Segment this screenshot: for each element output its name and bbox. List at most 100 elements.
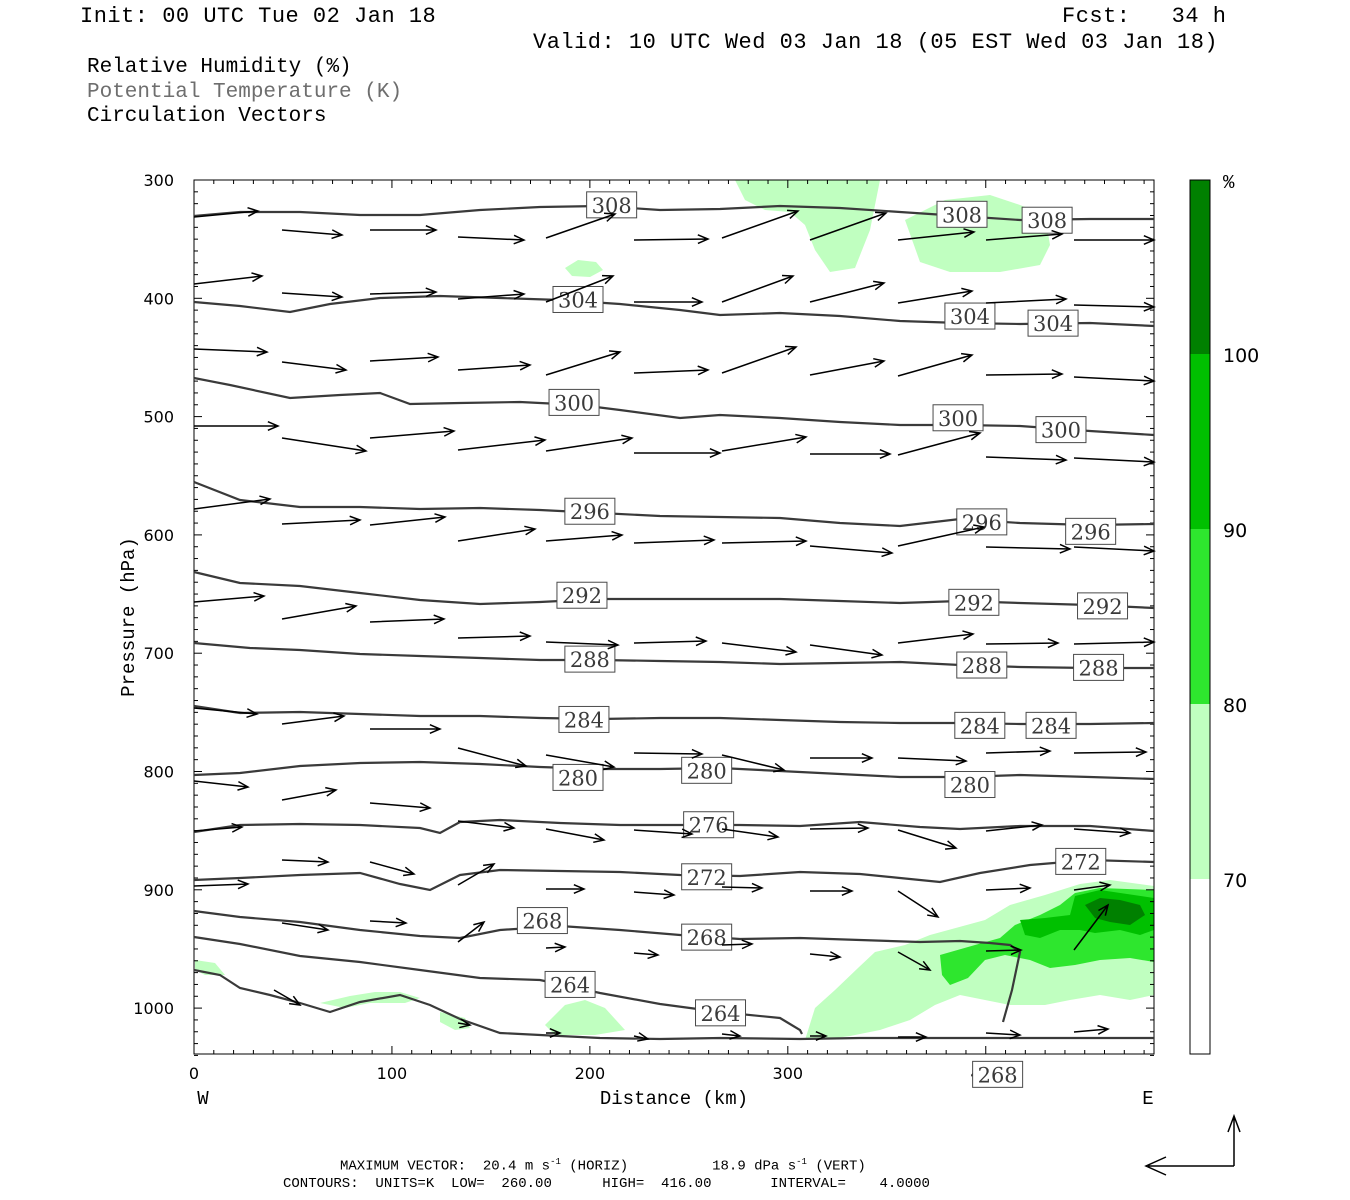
circulation-vector bbox=[193, 822, 244, 833]
contour-label-text: 288 bbox=[570, 648, 610, 672]
contour-label: 288 bbox=[564, 645, 616, 673]
circulation-vector bbox=[633, 636, 708, 647]
y-tick-label: 900 bbox=[143, 881, 174, 900]
circulation-vector bbox=[545, 274, 615, 303]
contour-label-box bbox=[1021, 206, 1073, 234]
circulation-vector bbox=[633, 949, 660, 960]
circulation-vector bbox=[369, 513, 447, 526]
circulation-vector bbox=[634, 297, 704, 307]
contour-label: 292 bbox=[948, 588, 1000, 616]
contour-label: 272 bbox=[1055, 847, 1107, 875]
contour-label: 292 bbox=[556, 581, 608, 609]
contour-label-text: 288 bbox=[1079, 656, 1119, 680]
circulation-vector bbox=[369, 426, 456, 439]
circulation-vector bbox=[721, 828, 780, 841]
circulation-vector bbox=[281, 712, 346, 725]
circulation-vector bbox=[985, 821, 1044, 832]
contour-label-text: 280 bbox=[950, 774, 990, 798]
contour-label: 292 bbox=[1077, 592, 1129, 620]
contour-label-box bbox=[1027, 309, 1079, 337]
max-vector-label: MAXIMUM VECTOR: bbox=[340, 1158, 467, 1175]
contour-label-text: 304 bbox=[1033, 312, 1073, 336]
circulation-vector bbox=[809, 951, 842, 961]
max-vector-horiz: 20.4 m s bbox=[482, 1158, 551, 1175]
circulation-vector bbox=[369, 614, 446, 625]
circulation-vector bbox=[457, 360, 532, 371]
circulation-vector bbox=[281, 602, 358, 620]
colorbar-segment bbox=[1190, 704, 1210, 879]
circulation-vector bbox=[721, 754, 786, 773]
circulation-vector bbox=[193, 495, 272, 510]
y-tick-label: 1000 bbox=[133, 999, 174, 1018]
circulation-vector bbox=[546, 884, 586, 894]
circulation-vector bbox=[985, 369, 1064, 380]
circulation-vector bbox=[897, 829, 958, 850]
circulation-vector bbox=[721, 642, 798, 656]
contour-label-box bbox=[681, 923, 733, 951]
y-tick-label: 300 bbox=[143, 171, 174, 190]
circulation-vector bbox=[545, 212, 617, 239]
circulation-vector bbox=[897, 430, 982, 456]
rh-region bbox=[565, 260, 603, 277]
contour-label-box bbox=[956, 651, 1008, 679]
circulation-vector bbox=[1074, 235, 1156, 245]
circulation-vector bbox=[545, 434, 634, 452]
circulation-vector bbox=[1073, 1024, 1110, 1035]
contour-label-text: 280 bbox=[558, 766, 598, 790]
circulation-vector bbox=[897, 287, 974, 304]
y-tick-label: 400 bbox=[143, 289, 174, 308]
x-tick-label: 100 bbox=[377, 1064, 408, 1083]
contour-label: 288 bbox=[1073, 653, 1125, 681]
y-tick-label: 500 bbox=[143, 408, 174, 427]
contour-label-box bbox=[564, 497, 616, 525]
circulation-vector bbox=[634, 448, 722, 458]
contour-label: 308 bbox=[936, 200, 988, 228]
contour-label: 264 bbox=[544, 970, 596, 998]
circulation-vector bbox=[370, 225, 438, 235]
circulation-vector bbox=[721, 939, 754, 950]
circulation-vector bbox=[457, 525, 537, 542]
contour-label: 300 bbox=[1035, 416, 1087, 444]
rh-colorbar bbox=[1189, 179, 1211, 1055]
circulation-vector bbox=[721, 882, 764, 893]
circulation-vector bbox=[721, 1029, 742, 1040]
contour-label-text: 304 bbox=[950, 305, 990, 329]
circulation-vector bbox=[985, 945, 1023, 956]
circulation-vector bbox=[457, 863, 496, 886]
circulation-vector bbox=[545, 828, 606, 844]
circulation-vector bbox=[545, 639, 620, 650]
circulation-vector bbox=[457, 234, 526, 245]
contour-label: 284 bbox=[558, 705, 610, 733]
circulation-vector bbox=[721, 209, 800, 239]
contour-label-box bbox=[944, 302, 996, 330]
circulation-vector bbox=[281, 291, 344, 302]
contour-label: 284 bbox=[954, 711, 1006, 739]
contour-label-box bbox=[681, 756, 733, 784]
circulation-vector bbox=[1073, 301, 1156, 312]
contour-label-text: 296 bbox=[570, 500, 610, 524]
circulation-vector bbox=[1073, 637, 1156, 648]
contour-label-text: 268 bbox=[978, 1063, 1018, 1087]
circulation-vector bbox=[193, 707, 259, 719]
plot-frame bbox=[193, 179, 1155, 1055]
rh-region bbox=[440, 1012, 470, 1030]
contour-label-text: 268 bbox=[687, 926, 727, 950]
circulation-vector bbox=[1073, 747, 1148, 758]
circulation-vector bbox=[810, 1031, 828, 1041]
contour-label-box bbox=[972, 1060, 1024, 1088]
max-vector-horiz-exp: -1 bbox=[550, 1157, 561, 1167]
legend-potential-temperature: Potential Temperature (K) bbox=[87, 81, 403, 104]
contour-label-text: 292 bbox=[1082, 595, 1122, 619]
circulation-vector bbox=[633, 1032, 650, 1042]
circulation-vector bbox=[721, 433, 808, 452]
axis-ticks bbox=[193, 179, 1154, 1056]
circulation-vector bbox=[985, 294, 1068, 305]
contour-label: 296 bbox=[564, 497, 616, 525]
colorbar-level-label: 90 bbox=[1223, 520, 1247, 542]
contour-label-box bbox=[1035, 416, 1087, 444]
circulation-vector bbox=[985, 454, 1068, 465]
circulation-vector bbox=[897, 630, 975, 644]
y-tick-label: 800 bbox=[143, 763, 174, 782]
circulation-vector bbox=[897, 524, 986, 547]
